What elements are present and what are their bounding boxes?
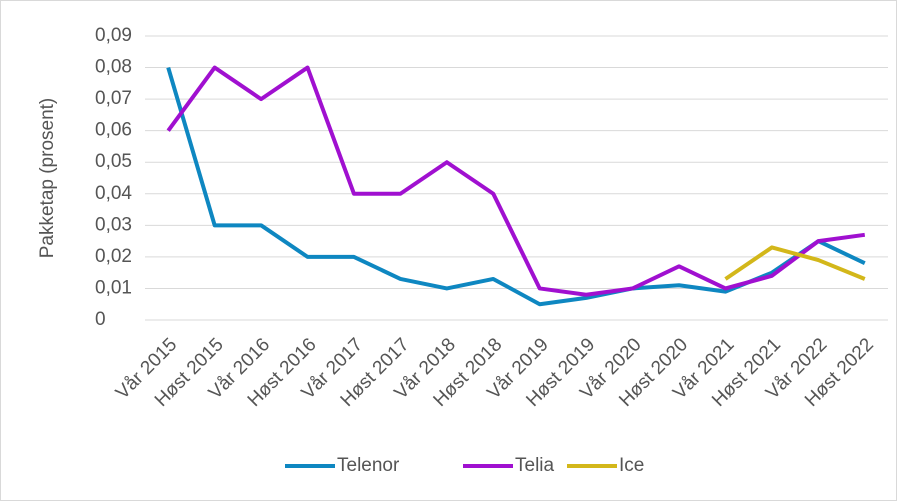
y-tick-label: 0	[95, 309, 106, 330]
line-series	[166, 65, 866, 297]
legend-label: Telenor	[337, 455, 400, 476]
y-tick-label: 0,08	[95, 57, 132, 78]
y-axis-label: Pakketap (prosent)	[37, 98, 58, 259]
legend-label: Ice	[619, 455, 644, 476]
y-tick-label: 0,09	[95, 25, 132, 46]
line-series	[724, 245, 866, 281]
y-tick-label: 0,06	[95, 120, 132, 141]
legend-label: Telia	[515, 455, 555, 476]
y-tick-label: 0,03	[95, 214, 132, 235]
y-tick-label: 0,04	[95, 183, 132, 204]
y-tick-label: 0,05	[95, 151, 132, 172]
y-tick-label: 0,01	[95, 277, 132, 298]
y-tick-label: 0,02	[95, 246, 132, 267]
y-tick-label: 0,07	[95, 88, 132, 109]
